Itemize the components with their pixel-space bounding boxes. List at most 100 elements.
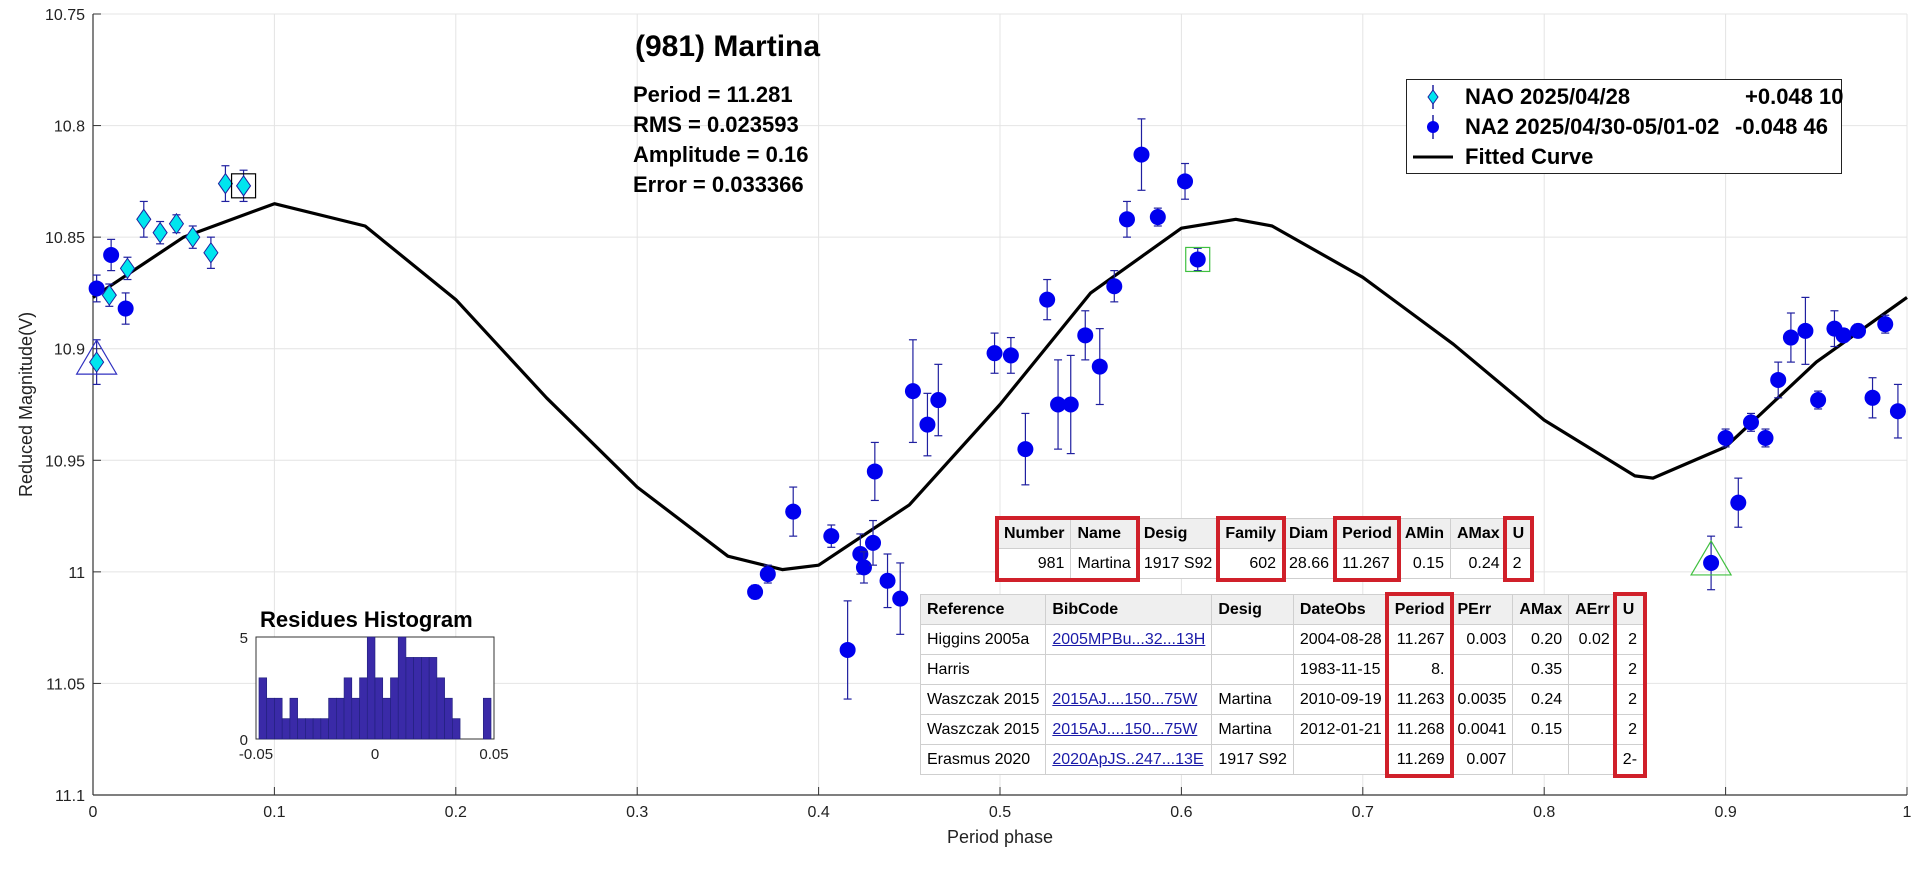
fitted-curve-line [92,202,1908,572]
legend-entry-na2: NA2 2025/04/30-05/01-02 -0.048 46 [1407,112,1841,142]
histogram-bar [405,657,414,740]
histogram-bar [482,697,492,740]
circle-marker-icon [1427,115,1439,139]
stat-amplitude: Amplitude = 0.16 [633,142,809,167]
y-tick-label: 10.9 [54,342,85,359]
cell-period: 11.263 [1387,684,1452,715]
histogram-bar [397,636,407,740]
data-point-na2 [747,583,764,600]
cell-u: 2- [1615,744,1645,775]
histogram-title: Residues Histogram [260,607,473,632]
cell-aerr [1568,684,1617,715]
histogram-bar [390,677,399,740]
square-marker [1185,246,1211,273]
legend-label-nao: NAO 2025/04/28 [1465,84,1631,109]
fit-stats: Period = 11.281 RMS = 0.023593 Amplitude… [633,80,808,200]
reference-row: Waszczak 2015 2015AJ....150...75W Martin… [919,714,1645,745]
x-tick-label: 1 [1903,804,1912,821]
data-point-nao [136,208,152,231]
bibcode-link[interactable]: 2015AJ....150...75W [1052,720,1198,738]
reference-table-header: Reference BibCode Desig DateObs Period P… [919,594,1645,625]
data-point-na2 [904,383,921,400]
data-point-na2 [1797,322,1814,339]
data-point-na2 [1050,396,1067,413]
col-family: Family [1218,518,1284,549]
cell-desig [1211,654,1294,685]
histogram-y-tick-label: 5 [240,630,248,647]
histogram-bar [359,677,368,740]
cell-bibcode[interactable]: 2005MPBu...32...13H [1045,624,1213,655]
bibcode-link[interactable]: 2020ApJS..247...13E [1052,750,1204,768]
col-u: U [1615,594,1645,625]
cell-period: 11.268 [1387,714,1452,745]
reference-row: Waszczak 2015 2015AJ....150...75W Martin… [919,684,1645,715]
y-tick-label: 11.05 [46,676,85,693]
reference-row: Higgins 2005a 2005MPBu...32...13H 2004-0… [919,624,1645,655]
stat-rms: RMS = 0.023593 [633,112,799,137]
cell-number: 981 [996,548,1072,579]
col-desig: Desig [1211,594,1294,625]
data-point-nao [152,221,168,244]
histogram-bar [374,677,384,740]
bibcode-link[interactable]: 2005MPBu...32...13H [1052,630,1206,648]
histogram-x-tick-label: -0.05 [239,746,273,763]
data-point-na2 [986,345,1003,362]
data-point-na2 [855,559,872,576]
reference-row: Erasmus 2020 2020ApJS..247...13E 1917 S9… [919,744,1645,775]
cell-family: 602 [1218,548,1284,579]
cell-amax: 0.24 [1512,684,1570,715]
cell-bibcode[interactable]: 2020ApJS..247...13E [1045,744,1213,775]
cell-reference: Erasmus 2020 [919,744,1047,775]
reference-table: Reference BibCode Desig DateObs Period P… [919,594,1645,775]
legend-label-fit: Fitted Curve [1465,144,1594,169]
cell-u: 2 [1615,684,1645,715]
cell-bibcode[interactable]: 2015AJ....150...75W [1045,714,1213,745]
x-tick-label: 0.7 [1352,804,1374,821]
data-point-na2 [1106,278,1123,295]
cell-period: 11.267 [1387,624,1452,655]
histogram-bar [351,697,360,740]
stat-period: Period = 11.281 [633,82,793,107]
histogram-bar [421,657,430,740]
histogram-bar [266,697,275,740]
histogram-bar [297,718,306,740]
reference-row: Harris 1983-11-15 8. 0.35 2 [919,654,1645,685]
data-point-na2 [930,392,947,409]
histogram-bar [366,636,376,740]
data-point-na2 [1189,251,1206,268]
data-point-na2 [866,463,883,480]
cell-desig: 1917 S92 [1211,744,1294,775]
diamond-marker-icon [1427,85,1439,109]
data-point-na2 [1864,389,1881,406]
col-amin: AMin [1397,518,1451,549]
data-point-nao [101,284,117,307]
data-point-na2 [823,528,840,545]
data-point-na2 [1877,316,1894,333]
x-tick-label: 0.9 [1714,804,1736,821]
cell-u: 2 [1505,548,1532,579]
triangle-marker [75,338,118,375]
cell-diam: 28.66 [1282,548,1337,579]
cell-desig: Martina [1211,714,1294,745]
data-point-na2 [1782,329,1799,346]
bibcode-link[interactable]: 2015AJ....150...75W [1052,690,1198,708]
data-point-na2 [1835,327,1852,344]
cell-name: Martina [1070,548,1138,579]
data-point-na2 [1133,146,1150,163]
cell-bibcode[interactable]: 2015AJ....150...75W [1045,684,1213,715]
data-point-na2 [1770,371,1787,388]
data-point-na2 [1118,211,1135,228]
data-point-na2 [865,534,882,551]
data-point-na2 [1757,429,1774,446]
cell-u: 2 [1615,654,1645,685]
square-marker [230,173,257,199]
cell-amax: 0.35 [1512,654,1570,685]
data-point-na2 [1039,291,1056,308]
data-point-na2 [1149,209,1166,226]
histogram-bar [274,697,283,740]
histogram-bar [328,697,337,740]
cell-period: 11.269 [1387,744,1452,775]
cell-perr [1450,654,1514,685]
cell-amax: 0.24 [1449,548,1507,579]
cell-perr: 0.0041 [1450,714,1514,745]
